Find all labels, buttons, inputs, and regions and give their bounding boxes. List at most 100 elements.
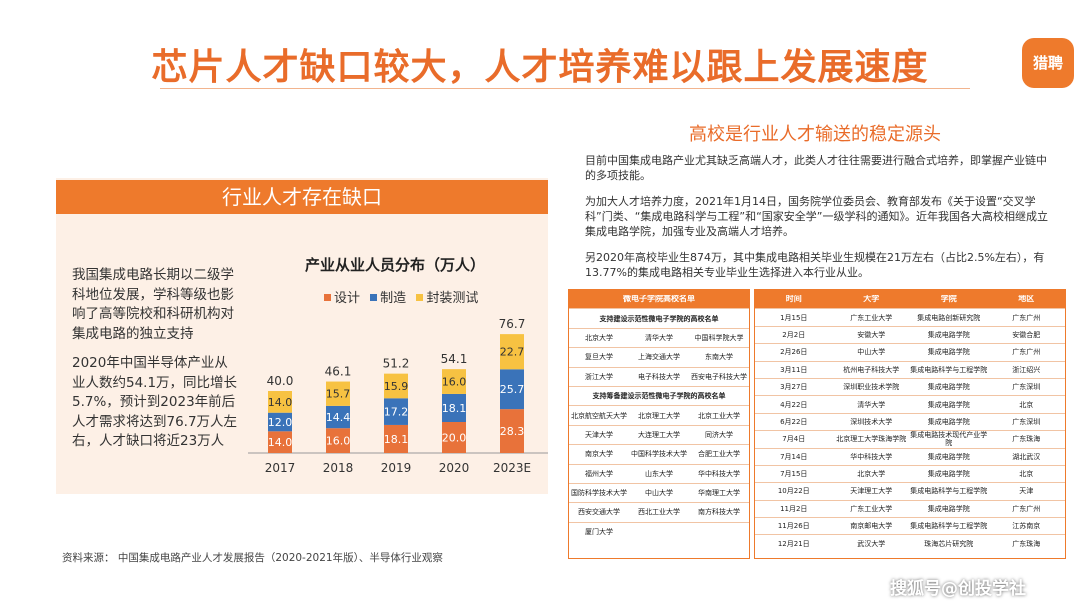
table-cell: 集成电路学院 xyxy=(927,417,970,426)
table-cell: 山东大学 xyxy=(645,469,673,478)
table-cell: 上海交通大学 xyxy=(638,353,680,362)
table-cell: 南京大学 xyxy=(585,450,613,459)
table-cell: 广东珠海 xyxy=(1012,435,1041,444)
chart-legend: 设计 制造 封装测试 xyxy=(318,287,478,306)
page-title: 芯片人才缺口较大，人才培养难以跟上发展速度 xyxy=(151,47,929,88)
table-cell: 集成电路学院 xyxy=(927,470,970,479)
table-row: 福州大学 山东大学 华中科技大学 xyxy=(569,465,749,484)
bar-total-label: 54.1 xyxy=(441,352,468,366)
table-cell: 北京航空航天大学 xyxy=(571,411,627,420)
bar-segment xyxy=(384,398,408,425)
table-row: 西安交通大学 西北工业大学 南方科技大学 xyxy=(569,503,749,523)
table-cell: 合肥工业大学 xyxy=(698,450,740,459)
table-cell: 深圳职业技术学院 xyxy=(843,383,900,392)
right-paragraph-3: 另2020年高校毕业生874万，其中集成电路相关毕业生规模在21万左右（占比2.… xyxy=(585,251,1045,279)
table-cell: 中国科学院大学 xyxy=(694,333,744,342)
table-cell: 3月11日 xyxy=(780,365,808,374)
bar-value-label: 15.9 xyxy=(384,380,409,393)
bar-segment xyxy=(384,373,408,399)
table-cell: 4月22日 xyxy=(780,400,808,409)
table-cell: 浙江大学 xyxy=(585,372,613,381)
table-cell: 6月22日 xyxy=(780,417,808,426)
bar-segment xyxy=(500,409,524,453)
bar-segment xyxy=(326,381,350,406)
table-header-cell: 大学 xyxy=(832,295,910,304)
table-row: 北京航空航天大学 北京理工大学 北京工业大学 xyxy=(569,406,749,426)
table-cell: 广东广州 xyxy=(1012,348,1041,357)
bar-value-label: 16.0 xyxy=(442,376,467,389)
table-row: 浙江大学 电子科技大学 西安电子科技大学 xyxy=(569,368,749,387)
watermark: 搜狐号@创投学社 xyxy=(890,579,1026,599)
table-row: 天津大学 大连理工大学 同济大学 xyxy=(569,426,749,446)
right-paragraph-2: 为加大人才培养力度，2021年1月14日，国务院学位委员会、教育部发布《关于设置… xyxy=(585,195,1048,238)
brand-logo: 猎聘 xyxy=(1022,38,1074,88)
table-cell: 广东工业大学 xyxy=(850,313,893,322)
table-row: 12月21日 武汉大学 珠海芯片研究院 广东珠海 xyxy=(755,535,1065,552)
table-cell: 北京 xyxy=(1019,400,1034,409)
left-paragraph-1: 我国集成电路长期以二级学科地位发展，学科等级也影响了高等院校和科研机构对集成电路… xyxy=(72,267,234,342)
bar-value-label: 14.0 xyxy=(268,396,293,409)
table-row: 3月11日 杭州电子科技大学 集成电路科学与工程学院 浙江绍兴 xyxy=(755,362,1065,379)
bar-value-label: 14.0 xyxy=(268,436,293,449)
left-paragraph-2: 2020年中国半导体产业从业人数约54.1万，同比增长5.7%，预计到2023年… xyxy=(72,355,238,449)
table-row: 厦门大学 xyxy=(569,523,749,542)
x-tick-label: 2019 xyxy=(381,461,412,475)
table-row: 南京大学 中国科学技术大学 合肥工业大学 xyxy=(569,445,749,465)
table-header-row: 时间 大学 学院 地区 xyxy=(755,290,1065,310)
table-cell: 深圳技术大学 xyxy=(850,417,893,426)
table-cell: 天津 xyxy=(1019,487,1034,496)
table-cell: 7月14日 xyxy=(780,452,808,461)
table-cell: 集成电路创新研究院 xyxy=(917,313,981,322)
table-header-cell: 地区 xyxy=(987,295,1065,304)
table-row: 3月27日 深圳职业技术学院 集成电路学院 广东深圳 xyxy=(755,379,1065,397)
table-cell: 西北工业大学 xyxy=(638,508,680,517)
table-cell: 中山大学 xyxy=(645,489,673,498)
table-cell: 西安交通大学 xyxy=(578,508,620,517)
table-cell: 集成电路学院 xyxy=(927,330,970,339)
table-cell: 集成电路学院 xyxy=(927,348,970,357)
table-cell: 集成电路学院 xyxy=(927,504,970,513)
bar-value-label: 12.0 xyxy=(268,416,293,429)
table-cell: 华中科技大学 xyxy=(698,469,740,478)
table-cell: 安徽大学 xyxy=(857,330,886,339)
table-cell: 广东工业大学 xyxy=(850,504,893,513)
table-cell: 华中科技大学 xyxy=(850,452,893,461)
table-cell: 清华大学 xyxy=(857,400,886,409)
table-cell: 复旦大学 xyxy=(585,353,613,362)
table-cell: 北京 xyxy=(1019,470,1034,479)
table-row: 11月26日 南京邮电大学 集成电路科学与工程学院 江苏南京 xyxy=(755,518,1065,536)
bar-segment xyxy=(500,369,524,410)
table-cell: 中山大学 xyxy=(857,348,886,357)
bar-value-label: 18.1 xyxy=(384,433,409,446)
source-note: 资料来源： 中国集成电路产业人才发展报告（2020-2021年版）、半导体行业观… xyxy=(62,552,443,564)
x-tick-label: 2023E xyxy=(493,461,531,475)
bar-value-label: 22.7 xyxy=(500,346,525,359)
table-cell: 湖北武汉 xyxy=(1012,452,1041,461)
table-row: 7月14日 华中科技大学 集成电路学院 湖北武汉 xyxy=(755,449,1065,466)
table-cell: 安徽合肥 xyxy=(1012,330,1041,339)
table-cell: 北京大学 xyxy=(857,470,886,479)
table-cell: 集成电路学院 xyxy=(927,400,970,409)
bar-segment xyxy=(326,428,350,453)
bar-segment xyxy=(500,334,524,370)
bar-segment xyxy=(442,393,466,422)
table-cell: 7月4日 xyxy=(782,435,806,444)
bar-total-label: 51.2 xyxy=(383,357,410,371)
table-header-cell: 微电子学院高校名单 xyxy=(569,295,749,304)
table-cell: 南方科技大学 xyxy=(698,508,740,517)
chart-title: 产业从业人员分布（万人） xyxy=(304,256,485,274)
table-header-cell: 时间 xyxy=(755,295,833,304)
bar-chart: 14.0 12.0 14.0 40.0 2017 16.0 14.4 15.7 46.1 2018… xyxy=(248,317,548,475)
x-tick-label: 2017 xyxy=(265,461,296,475)
table-cell: 10月22日 xyxy=(777,487,810,496)
table-subheader-cell: 支持筹备建设示范性微电子学院的高校名单 xyxy=(569,392,749,401)
table-cell: 集成电路科学与工程学院 xyxy=(910,365,988,374)
microelectronics-school-table: 微电子学院高校名单 支持建设示范性微电子学院的高校名单 北京大学 清华大学 中国科学院大… xyxy=(568,289,750,559)
table-subheader-row: 支持筹备建设示范性微电子学院的高校名单 xyxy=(569,387,749,407)
bar-segment xyxy=(442,369,466,394)
table-cell: 东南大学 xyxy=(705,353,733,362)
table-cell: 天津大学 xyxy=(585,430,613,439)
table-cell: 江苏南京 xyxy=(1012,522,1041,531)
table-row: 2月2日 安徽大学 集成电路学院 安徽合肥 xyxy=(755,327,1065,345)
table-header-cell: 学院 xyxy=(910,295,988,304)
